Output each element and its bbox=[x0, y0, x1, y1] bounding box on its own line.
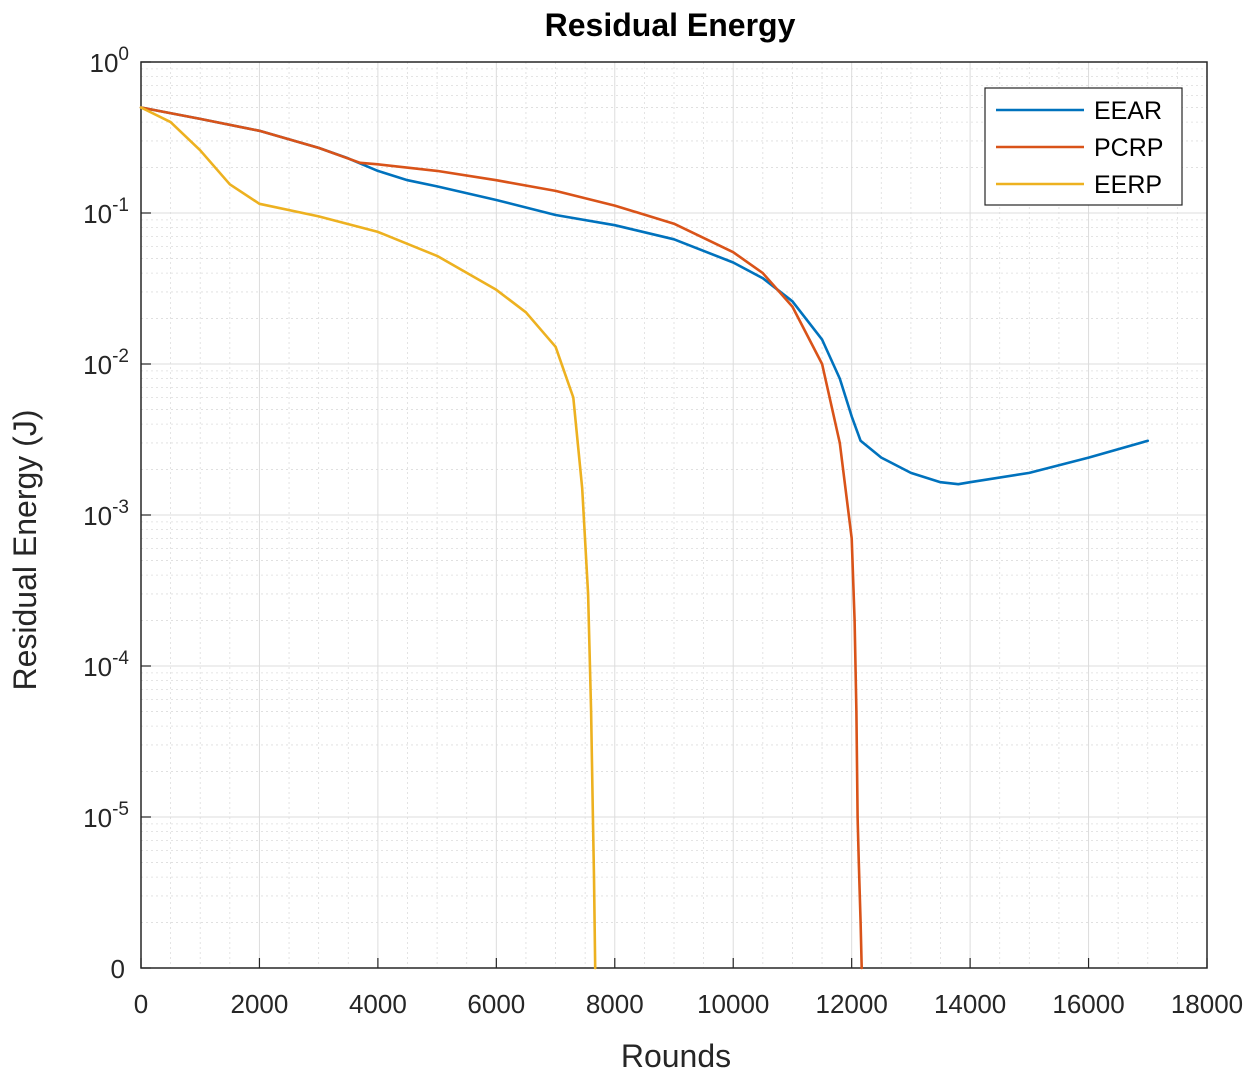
x-tick-label: 6000 bbox=[467, 989, 525, 1019]
x-tick-label: 18000 bbox=[1171, 989, 1243, 1019]
x-axis-label: Rounds bbox=[621, 1038, 731, 1074]
legend-label-eerp: EERP bbox=[1094, 171, 1162, 199]
y-tick-labels: 100 10-1 10-2 10-3 10-4 10-5 0 bbox=[83, 44, 129, 984]
legend-label-pcrp: PCRP bbox=[1094, 134, 1163, 162]
series-line-eerp bbox=[139, 106, 597, 970]
x-tick-label: 8000 bbox=[586, 989, 644, 1019]
chart-title: Residual Energy bbox=[545, 7, 796, 43]
y-tick-label: 10-4 bbox=[83, 648, 129, 682]
y-axis-label: Residual Energy (J) bbox=[7, 410, 43, 691]
x-tick-label: 16000 bbox=[1052, 989, 1124, 1019]
y-tick-label: 10-2 bbox=[83, 346, 129, 380]
y-tick-label: 10-3 bbox=[83, 497, 129, 531]
y-tick-label: 10-1 bbox=[83, 195, 129, 229]
y-tick-label: 100 bbox=[90, 44, 130, 78]
x-tick-label: 12000 bbox=[816, 989, 888, 1019]
x-tick-labels: 0 2000 4000 6000 8000 10000 12000 14000 16000 180… bbox=[134, 989, 1243, 1019]
y-tick-label: 0 bbox=[111, 954, 125, 984]
axis-ticks bbox=[140, 61, 1208, 969]
x-tick-label: 2000 bbox=[231, 989, 289, 1019]
x-tick-label: 0 bbox=[134, 989, 148, 1019]
y-tick-label: 10-5 bbox=[83, 799, 129, 833]
series-lines bbox=[139, 106, 1150, 970]
x-tick-label: 14000 bbox=[934, 989, 1006, 1019]
grid-lines bbox=[141, 62, 1207, 968]
legend-label-eear: EEAR bbox=[1094, 97, 1162, 125]
legend: EEAR PCRP EERP bbox=[984, 87, 1183, 206]
series-line-pcrp bbox=[139, 106, 864, 970]
x-tick-label: 4000 bbox=[349, 989, 407, 1019]
x-tick-label: 10000 bbox=[697, 989, 769, 1019]
